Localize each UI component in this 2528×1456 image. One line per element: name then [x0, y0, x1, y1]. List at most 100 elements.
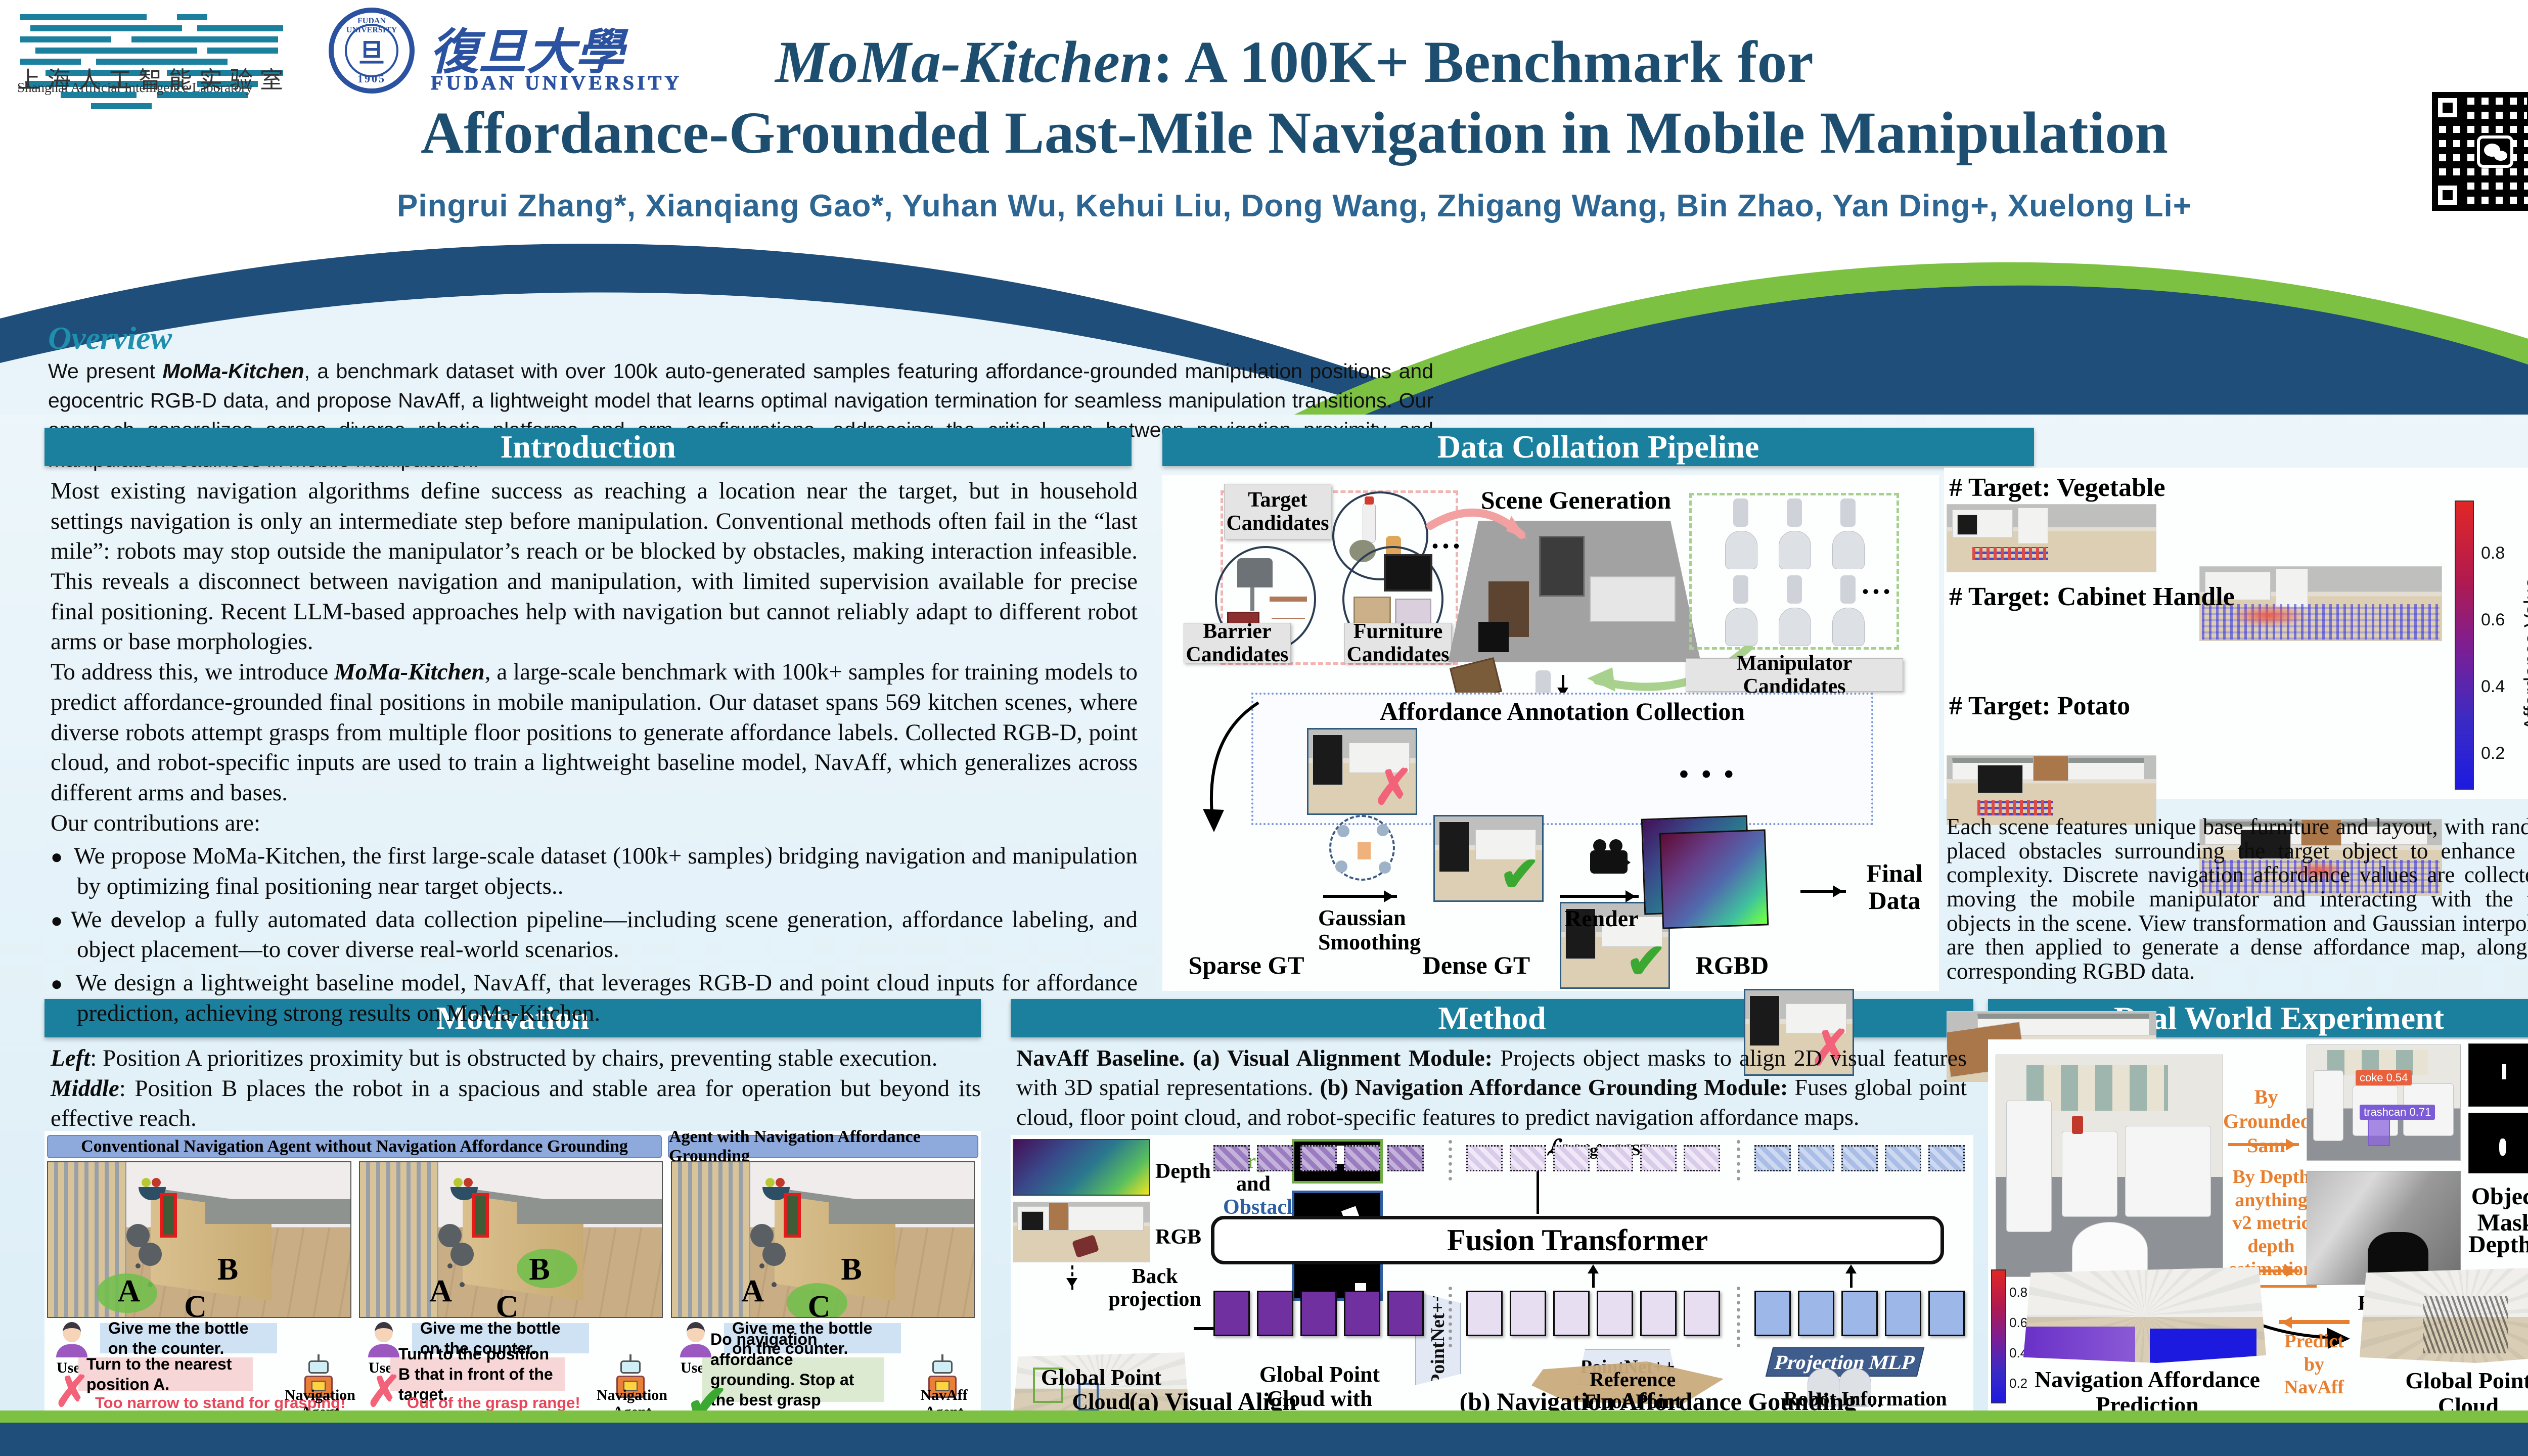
position-label-A: A	[117, 1274, 141, 1309]
coke-can-glyph	[2072, 1116, 2083, 1134]
intro-text: To address this, we introduce	[51, 659, 335, 686]
footer-green-band	[0, 1410, 2528, 1423]
motivation-line-left: Left: Position A prioritizes proximity b…	[51, 1043, 981, 1074]
robot-glyph	[1833, 1369, 1871, 1407]
chair-glyph	[1237, 558, 1273, 587]
gaussian-smoothing-label: Gaussian Smoothing	[1318, 905, 1421, 954]
colorbar-tick: 0.8	[2481, 543, 2505, 563]
intro-bullet-3: We design a lightweight baseline model, …	[51, 968, 1138, 1028]
targets-figure: # Target: Vegetable # Target: Cabinet Ha…	[1944, 468, 2528, 1153]
success-mark: ✔	[1499, 847, 1540, 901]
colorbar-tick: 0.6	[2009, 1315, 2028, 1330]
panel-header-conventional: Conventional Navigation Agent without Na…	[47, 1135, 662, 1158]
user-avatar	[368, 1321, 399, 1357]
target-thumb-sparse-1	[1947, 504, 2156, 572]
back-projection-label: Back projection	[1108, 1265, 1201, 1311]
chat-column-2: User Give me the bottle on the counter. …	[359, 1318, 667, 1420]
authors-line: Pingrui Zhang*, Xianqiang Gao*, Yuhan Wu…	[397, 189, 2192, 223]
predict-arrow	[2279, 1316, 2350, 1329]
cabinet-block	[1539, 536, 1585, 597]
manipulator-dashed-box: ...	[1689, 493, 1899, 650]
dense-to-rgbd-arrow	[1560, 890, 1639, 902]
robot-glyph	[1826, 498, 1870, 569]
chair-leg-glyph	[1250, 587, 1254, 611]
manipulator-grid	[1692, 495, 1897, 649]
projection-mlp-label: Projection MLP	[1772, 1350, 1918, 1374]
intro-brand: MoMa-Kitchen	[334, 659, 485, 686]
annotation-thumb-2: ✔	[1433, 815, 1544, 902]
target-candidates-chip: Target Candidates	[1224, 484, 1331, 539]
wechat-qr-code	[2432, 92, 2528, 211]
robot-glyph	[1773, 498, 1816, 569]
robot-avatar	[302, 1354, 336, 1399]
bottle-glyph	[1363, 503, 1376, 543]
bullet-text: We design a lightweight baseline model, …	[75, 970, 1138, 1026]
fusion-input-arrow	[1588, 1264, 1599, 1288]
intro-paragraph-2: To address this, we introduce MoMa-Kitch…	[51, 657, 1138, 808]
scene-generation-label: Scene Generation	[1480, 486, 1672, 514]
robot-info-glyphs: ...	[1799, 1369, 1885, 1412]
line-label: Left	[51, 1045, 91, 1071]
detection-chip-coke: coke 0.54	[2356, 1070, 2412, 1085]
input-tokens-global	[1213, 1291, 1424, 1336]
depth-photo	[2307, 1171, 2461, 1285]
annotation-thumb-1: ✗	[1307, 728, 1417, 815]
fail-mark: ✗	[54, 1368, 90, 1415]
output-tokens-floor	[1466, 1145, 1720, 1171]
intro-text: , a large-scale benchmark with 100k+ sam…	[51, 659, 1138, 806]
target-thumb-dense-2	[2199, 819, 2442, 896]
grounded-sam-arrow	[2228, 1139, 2299, 1151]
fudan-name-en: FUDAN UNIVERSITY	[430, 71, 683, 95]
agent-message: Turn to the nearest position A.	[78, 1355, 253, 1393]
method-caption-text-1: Projects object masks to align 2D visual…	[1016, 1045, 1967, 1101]
microwave-glyph	[1384, 554, 1432, 592]
intro-paragraph-1: Most existing navigation algorithms defi…	[51, 478, 1138, 655]
sail-lab-name-cn: 上海人工智能实验室	[17, 67, 290, 93]
bullet-brand: MoMa-Kitchen	[192, 843, 341, 870]
depth-image	[1013, 1139, 1150, 1196]
and-label: and	[1236, 1172, 1271, 1196]
input-tokens-floor	[1466, 1291, 1720, 1336]
position-label-B: B	[529, 1252, 550, 1287]
trashcan-mask-overlay	[2368, 1116, 2390, 1146]
verdict-text: Out of the grasp range!	[407, 1394, 580, 1412]
object-mask-thumb-1	[2468, 1043, 2528, 1107]
sparse-gt-label: Sparse GT	[1188, 951, 1304, 979]
fudan-name-cn: 復旦大學	[430, 25, 624, 79]
position-label-A: A	[741, 1274, 764, 1309]
fusion-input-arrow	[1845, 1264, 1857, 1288]
sail-logo-icon	[20, 14, 283, 109]
robot-glyph	[1773, 575, 1816, 646]
user-avatar	[56, 1321, 87, 1357]
colorbar-tick: 0.6	[2481, 610, 2505, 629]
overview-title: Overview	[48, 320, 172, 356]
object-mask-label: Object Mask	[2471, 1183, 2528, 1236]
robot-glyph	[1719, 498, 1763, 569]
target-box-overlay	[1033, 1368, 1063, 1403]
affordance-purple-zone	[2023, 1326, 2135, 1363]
affordance-prediction-label: Navigation Affordance Prediction	[2035, 1367, 2260, 1418]
colorbar-tick: 0.8	[2009, 1285, 2028, 1300]
highlight-ellipse	[517, 1249, 578, 1289]
intro-bullet-1: We propose MoMa-Kitchen, the first large…	[51, 841, 1138, 901]
render-label: Render	[1565, 905, 1639, 931]
method-caption-bold-1: NavAff Baseline. (a) Visual Alignment Mo…	[1016, 1045, 1493, 1071]
depth-arrow	[2228, 1265, 2299, 1277]
qr-eye-icon	[2432, 92, 2463, 123]
bullet-text: .	[594, 999, 601, 1026]
gaussian-center-cell	[1358, 842, 1371, 859]
rgb-label: RGB	[1155, 1225, 1202, 1249]
motivation-panel-A: A B C	[47, 1161, 351, 1318]
position-label-C: C	[495, 1289, 519, 1318]
motivation-panel-B: A B C	[359, 1161, 663, 1318]
colorbar-tick: 0.2	[2009, 1376, 2028, 1391]
table-glyph	[1270, 597, 1307, 602]
motivation-line-middle: Middle: Position B places the robot in a…	[51, 1074, 981, 1134]
intro-contributions-heading: Our contributions are:	[51, 809, 261, 836]
rgbd-depth-layer	[1659, 829, 1769, 929]
position-label-B: B	[217, 1252, 239, 1287]
target-heading-2: # Target: Cabinet Handle	[1949, 582, 2235, 611]
section-header-introduction: Introduction	[44, 428, 1132, 466]
position-label-A: A	[429, 1274, 453, 1309]
intro-bullet-2: We develop a fully automated data collec…	[51, 905, 1138, 965]
